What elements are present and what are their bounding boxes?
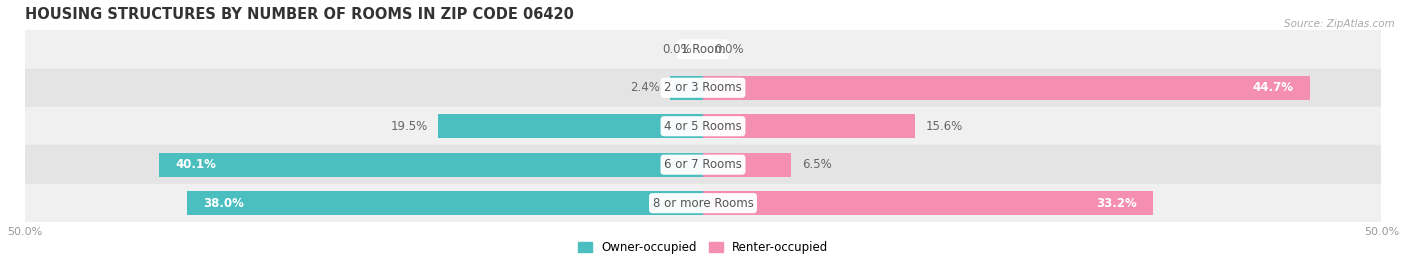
Text: 6 or 7 Rooms: 6 or 7 Rooms (664, 158, 742, 171)
Text: 44.7%: 44.7% (1253, 81, 1294, 94)
Bar (24, 107, 1382, 146)
Bar (187, 191, 703, 215)
Legend: Owner-occupied, Renter-occupied: Owner-occupied, Renter-occupied (572, 236, 834, 259)
Bar (24, 69, 1382, 107)
Text: Source: ZipAtlas.com: Source: ZipAtlas.com (1284, 19, 1395, 29)
Bar (703, 153, 792, 177)
Text: 2 or 3 Rooms: 2 or 3 Rooms (664, 81, 742, 94)
Bar (159, 153, 703, 177)
Text: 33.2%: 33.2% (1097, 197, 1137, 210)
Bar (24, 30, 1382, 69)
Text: 19.5%: 19.5% (391, 120, 427, 133)
Text: 4 or 5 Rooms: 4 or 5 Rooms (664, 120, 742, 133)
Text: 0.0%: 0.0% (662, 43, 692, 56)
Text: 38.0%: 38.0% (204, 197, 245, 210)
Text: 40.1%: 40.1% (176, 158, 217, 171)
Text: 15.6%: 15.6% (925, 120, 963, 133)
Bar (703, 76, 1309, 100)
Bar (703, 114, 915, 138)
Bar (703, 191, 1153, 215)
Text: 2.4%: 2.4% (630, 81, 659, 94)
Text: 1 Room: 1 Room (681, 43, 725, 56)
Text: HOUSING STRUCTURES BY NUMBER OF ROOMS IN ZIP CODE 06420: HOUSING STRUCTURES BY NUMBER OF ROOMS IN… (24, 7, 574, 22)
Text: 8 or more Rooms: 8 or more Rooms (652, 197, 754, 210)
Text: 0.0%: 0.0% (714, 43, 744, 56)
Bar (24, 146, 1382, 184)
Text: 6.5%: 6.5% (801, 158, 832, 171)
Bar (24, 184, 1382, 222)
Bar (671, 76, 703, 100)
Bar (439, 114, 703, 138)
